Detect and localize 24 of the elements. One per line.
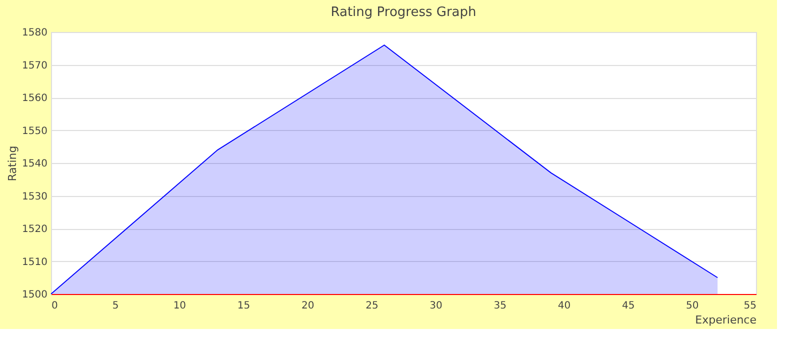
- y-tick-label: 1580: [22, 28, 48, 38]
- x-tick-label: 30: [430, 300, 442, 312]
- y-tick-label: 1500: [22, 290, 48, 300]
- y-tick-label: 1540: [22, 158, 48, 170]
- x-tick-label: 25: [366, 300, 378, 312]
- x-tick-label: 50: [686, 300, 699, 312]
- chart-title: Rating Progress Graph: [330, 5, 476, 20]
- y-tick-label: 1510: [22, 256, 48, 268]
- x-tick-label: 5: [112, 300, 119, 312]
- x-tick-label: 10: [173, 300, 186, 312]
- x-tick-label: 35: [494, 300, 507, 312]
- x-tick-label: 55: [744, 300, 756, 312]
- x-tick-label: 0: [52, 300, 58, 312]
- y-tick-label: 1520: [22, 224, 48, 235]
- y-tick-label: 1550: [22, 126, 48, 137]
- y-tick-label: 1530: [22, 191, 48, 202]
- x-tick-label: 40: [558, 300, 571, 312]
- x-tick-label: 45: [622, 300, 635, 312]
- x-axis-title: Experience: [695, 314, 757, 326]
- x-tick-label: 20: [301, 300, 314, 312]
- y-tick-label: 1560: [22, 93, 48, 104]
- y-axis-title: Rating: [6, 146, 20, 182]
- x-tick-label: 15: [237, 300, 250, 312]
- y-tick-label: 1570: [22, 60, 48, 72]
